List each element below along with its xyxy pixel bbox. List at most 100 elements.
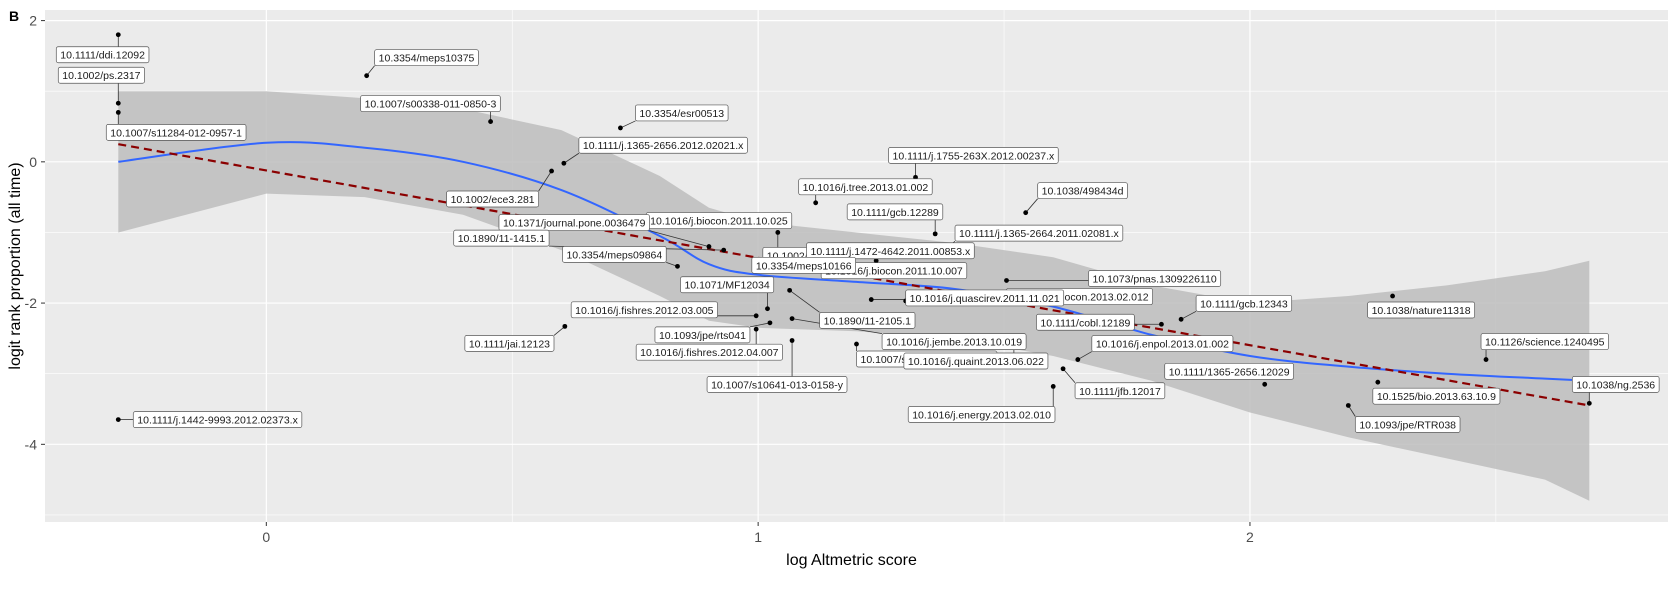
point-label: 10.3354/meps10166 — [756, 260, 852, 272]
panel-label: B — [9, 8, 20, 24]
leader-line — [749, 322, 771, 328]
data-point — [1345, 403, 1351, 408]
point-label: 10.1016/j.biocon.2011.10.007 — [825, 266, 963, 278]
x-axis-ticks: 0 1 2 — [262, 522, 1254, 545]
x-tick-label: 2 — [1246, 529, 1254, 545]
data-point — [1050, 384, 1056, 389]
data-point — [1178, 316, 1184, 322]
leader-line — [1062, 368, 1076, 384]
leader-line — [538, 170, 552, 192]
data-point — [115, 417, 121, 422]
data-point — [753, 326, 759, 332]
point-label: 10.1890/11-2105.1 — [824, 315, 912, 327]
point-label: 10.1007/s00338-011-0850-3 — [365, 99, 497, 111]
point-label-box — [1571, 376, 1660, 393]
point-label-box — [1195, 294, 1293, 312]
point-label-box — [706, 376, 848, 393]
data-point — [1375, 379, 1381, 385]
point-label-box — [635, 343, 783, 361]
loess-curve — [118, 141, 1590, 382]
point-label: 10.1038/ng.2536 — [1576, 379, 1655, 391]
point-label: 10.1016/j.enpol.2013.01.002 — [1096, 339, 1229, 351]
point-label-box — [881, 333, 1027, 350]
data-point — [549, 168, 554, 174]
data-point — [1390, 293, 1395, 299]
point-label-box — [374, 49, 479, 67]
point-label: 10.1525/bio.2013.63.10.9 — [1377, 391, 1496, 403]
point-label: 10.1016/j.fishres.2012.04.007 — [640, 347, 779, 359]
y-axis-title: logit rank proportion (all time) — [7, 162, 24, 369]
point-label-box — [57, 66, 145, 84]
data-point — [753, 313, 759, 319]
data-point — [1262, 381, 1268, 387]
data-point — [787, 287, 793, 293]
data-point — [1159, 321, 1164, 327]
data-point — [775, 230, 781, 235]
data-point — [1075, 357, 1081, 362]
data-point — [854, 341, 859, 347]
y-axis-ticks: 2 0 -2 -4 — [25, 13, 45, 452]
point-label-box — [105, 124, 247, 141]
y-tick-label: 0 — [29, 154, 37, 170]
data-point — [706, 244, 712, 249]
point-label-box — [1088, 270, 1222, 287]
point-label: 10.1016/j.biocon.2011.10.025 — [650, 216, 788, 228]
point-label-box — [1372, 387, 1501, 405]
point-label: 10.1016/j.tree.2013.01.002 — [803, 182, 929, 194]
leader-line — [649, 230, 710, 247]
data-point — [1023, 210, 1029, 216]
y-tick-label: -2 — [25, 295, 38, 311]
data-point — [488, 119, 493, 124]
data-point — [1586, 400, 1592, 406]
point-label: 10.1111/j.1365-2656.2012.02021.x — [583, 140, 744, 152]
point-label-box — [1074, 382, 1166, 400]
point-label-box — [464, 335, 555, 352]
point-label-box — [798, 178, 933, 196]
point-label-box — [846, 203, 944, 221]
point-label: 10.1111/gcb.12343 — [1200, 298, 1288, 310]
leader-line — [789, 290, 820, 313]
data-point — [1060, 366, 1066, 372]
point-label: 10.3354/meps10375 — [379, 53, 475, 65]
data-point — [789, 316, 795, 322]
point-label-box — [1037, 182, 1128, 200]
point-label: 10.1007/s11284-012-0957-1 — [110, 127, 242, 139]
x-tick-label: 0 — [262, 529, 270, 545]
leader-line — [620, 120, 636, 129]
point-label-box — [453, 229, 550, 247]
data-point — [115, 100, 121, 106]
point-label: 10.3354/esr00513 — [639, 108, 724, 120]
point-label-box — [1164, 362, 1294, 380]
data-point — [1004, 278, 1009, 283]
point-labels: 10.1111/ddi.12092 10.1002/ps.2317 10.1007/… — [55, 46, 1660, 433]
point-label: 10.1093/jpe/RTR038 — [1359, 419, 1456, 431]
point-label: 10.1071/MF12034 — [684, 280, 769, 292]
point-label: 10.1371/journal.pone.0036479 — [503, 218, 646, 230]
point-label-box — [635, 104, 729, 122]
point-label-box — [578, 136, 748, 154]
leader-line — [1180, 310, 1197, 320]
point-label-box — [360, 95, 501, 112]
point-label-box — [888, 147, 1059, 164]
point-label: 10.1016/j.quascirev.2011.11.021 — [910, 293, 1060, 305]
point-label: 10.1111/j.1442-9993.2012.02373.x — [137, 415, 298, 427]
data-point — [115, 110, 121, 115]
data-point — [765, 306, 770, 312]
point-label: 10.1038/498434d — [1042, 186, 1124, 198]
data-point — [618, 125, 623, 131]
point-label-box — [1367, 301, 1476, 319]
point-label: 10.1111/jfb.12017 — [1079, 386, 1161, 398]
point-label: 10.1007/s10641-013-0158-y — [711, 380, 844, 392]
point-label-box — [680, 276, 775, 294]
point-label: 10.1126/science.1240495 — [1485, 337, 1605, 349]
point-label: 10.1038/nature11318 — [1372, 305, 1471, 317]
point-label: 10.1111/ddi.12092 — [60, 50, 145, 62]
point-label: 10.1111/j.1365-2664.2011.02081.x — [959, 228, 1120, 240]
point-label: 10.1890/11-1415.1 — [458, 233, 546, 245]
grid-lines — [45, 10, 1668, 522]
point-label: 10.1111/gcb.12289 — [851, 207, 939, 219]
leader-line — [563, 152, 580, 164]
x-tick-label: 1 — [754, 529, 762, 545]
point-label-box — [954, 224, 1124, 242]
